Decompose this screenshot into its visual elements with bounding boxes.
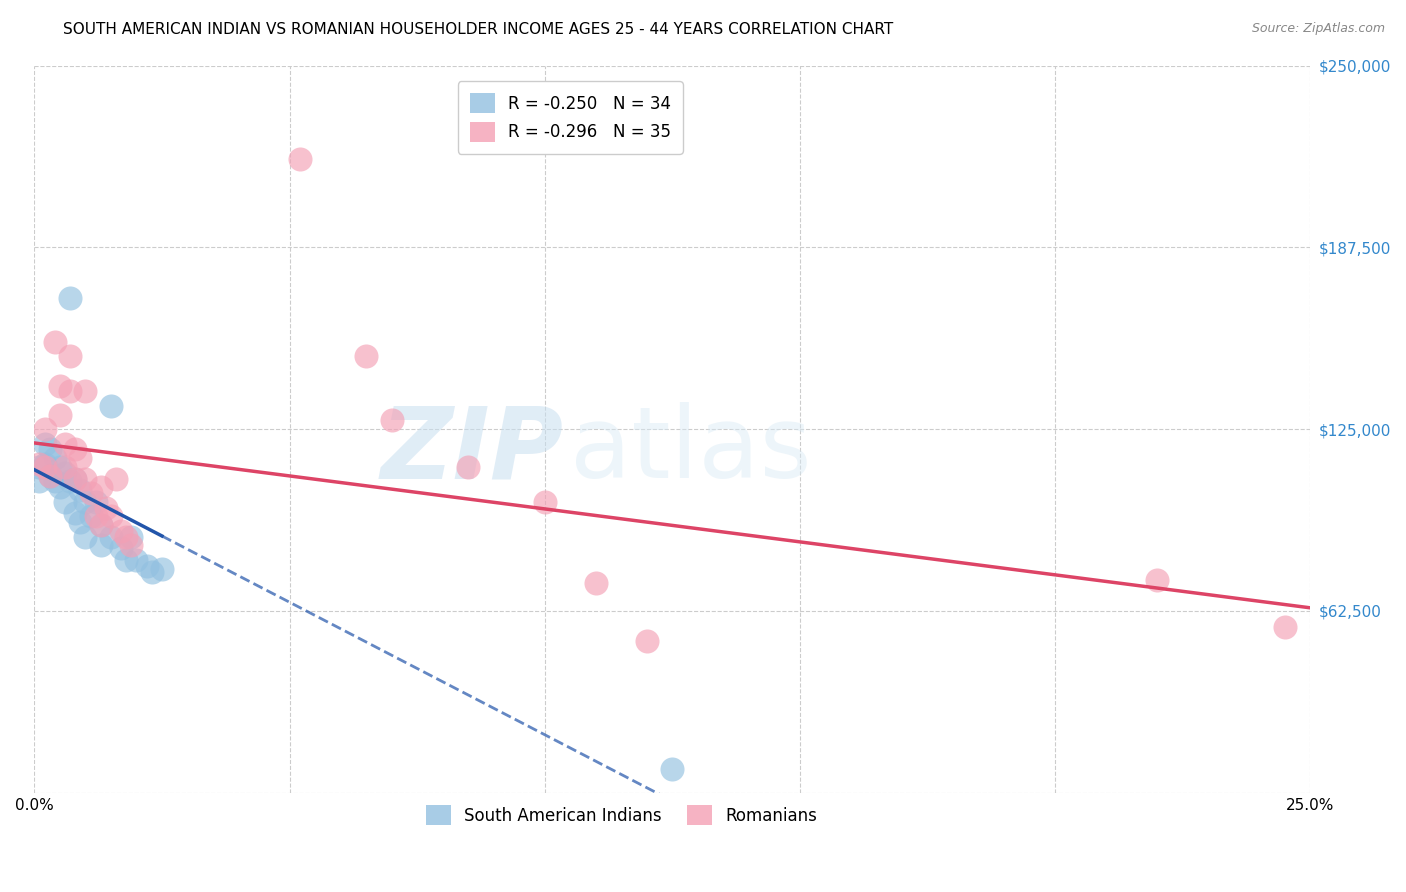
- Point: [63, 507, 86, 521]
- Point: [110, 524, 132, 538]
- Point: [135, 558, 157, 573]
- Point: [90, 518, 112, 533]
- Point: [63, 442, 86, 457]
- Point: [53, 466, 76, 480]
- Text: atlas: atlas: [571, 402, 811, 500]
- Point: [661, 763, 683, 777]
- Point: [59, 291, 82, 305]
- Point: [28, 459, 51, 474]
- Point: [75, 472, 97, 486]
- Point: [79, 509, 101, 524]
- Point: [533, 495, 555, 509]
- Point: [28, 457, 51, 471]
- Point: [49, 408, 72, 422]
- Point: [90, 538, 112, 552]
- Point: [115, 553, 138, 567]
- Text: ZIP: ZIP: [381, 402, 564, 500]
- Point: [84, 509, 107, 524]
- Point: [125, 553, 148, 567]
- Point: [49, 480, 72, 494]
- Point: [69, 515, 91, 529]
- Point: [120, 530, 142, 544]
- Point: [59, 384, 82, 399]
- Point: [63, 472, 86, 486]
- Point: [59, 350, 82, 364]
- Text: SOUTH AMERICAN INDIAN VS ROMANIAN HOUSEHOLDER INCOME AGES 25 - 44 YEARS CORRELAT: SOUTH AMERICAN INDIAN VS ROMANIAN HOUSEH…: [63, 22, 894, 37]
- Point: [84, 495, 107, 509]
- Point: [38, 468, 60, 483]
- Point: [34, 457, 56, 471]
- Point: [49, 459, 72, 474]
- Point: [457, 459, 479, 474]
- Point: [110, 541, 132, 556]
- Point: [636, 634, 658, 648]
- Point: [69, 483, 91, 498]
- Text: Source: ZipAtlas.com: Source: ZipAtlas.com: [1251, 22, 1385, 36]
- Point: [150, 562, 173, 576]
- Point: [44, 451, 66, 466]
- Point: [53, 495, 76, 509]
- Point: [34, 422, 56, 436]
- Point: [75, 530, 97, 544]
- Point: [94, 500, 117, 515]
- Point: [53, 459, 76, 474]
- Point: [38, 442, 60, 457]
- Point: [63, 472, 86, 486]
- Point: [100, 399, 122, 413]
- Point: [53, 436, 76, 450]
- Point: [44, 475, 66, 489]
- Point: [105, 472, 128, 486]
- Point: [28, 475, 51, 489]
- Point: [288, 152, 311, 166]
- Point: [69, 451, 91, 466]
- Point: [141, 565, 163, 579]
- Point: [44, 334, 66, 349]
- Point: [100, 530, 122, 544]
- Point: [38, 468, 60, 483]
- Point: [115, 530, 138, 544]
- Point: [34, 459, 56, 474]
- Point: [585, 576, 607, 591]
- Point: [1146, 574, 1168, 588]
- Point: [34, 436, 56, 450]
- Point: [49, 378, 72, 392]
- Point: [90, 480, 112, 494]
- Point: [381, 413, 404, 427]
- Point: [100, 509, 122, 524]
- Legend: South American Indians, Romanians: South American Indians, Romanians: [416, 795, 827, 835]
- Point: [1274, 620, 1296, 634]
- Point: [59, 475, 82, 489]
- Point: [120, 538, 142, 552]
- Point: [90, 518, 112, 533]
- Point: [79, 486, 101, 500]
- Point: [75, 495, 97, 509]
- Point: [75, 384, 97, 399]
- Point: [354, 350, 377, 364]
